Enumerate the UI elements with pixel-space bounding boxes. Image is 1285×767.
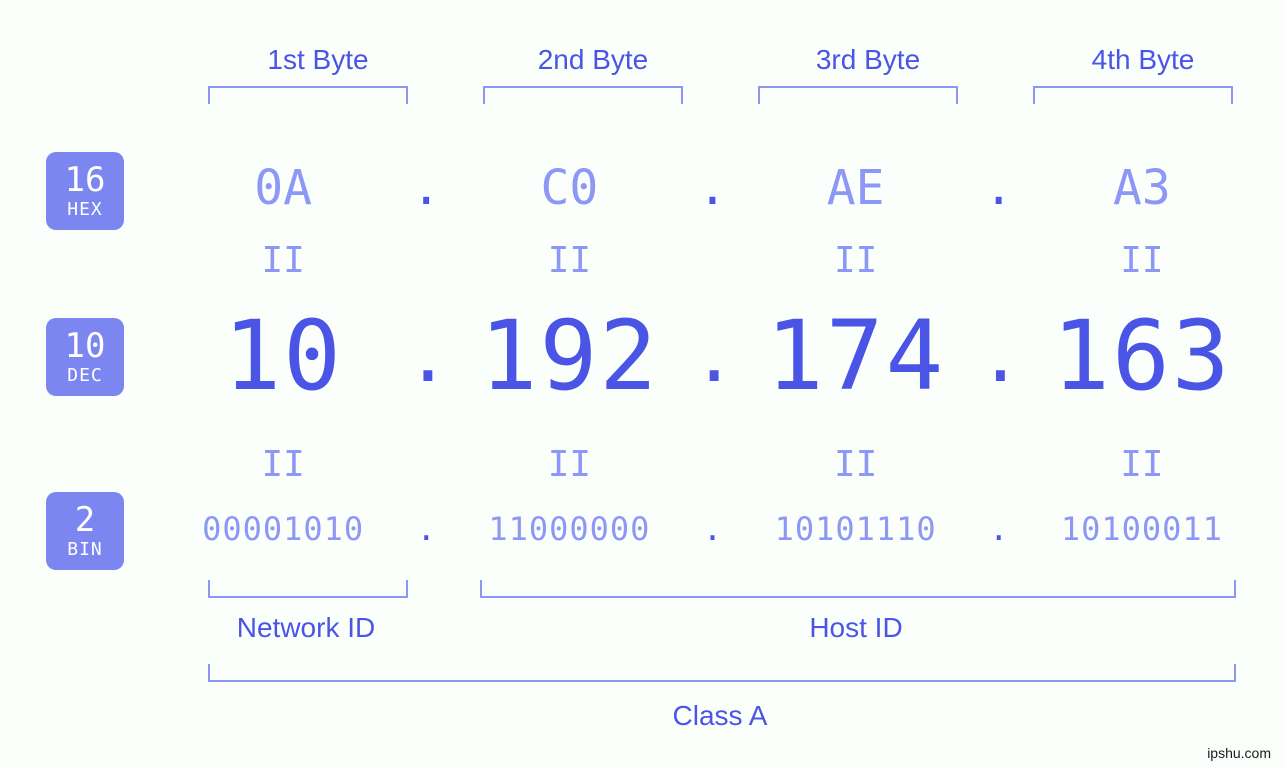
- dot-sep: .: [979, 510, 1019, 548]
- base-label: DEC: [67, 365, 103, 386]
- base-badge-bin: 2 BIN: [46, 492, 124, 570]
- equals-row-1: II II II II: [160, 240, 1265, 281]
- top-bracket-2: [483, 86, 683, 104]
- hex-byte-3: AE: [733, 160, 979, 216]
- base-badge-hex: 16 HEX: [46, 152, 124, 230]
- top-bracket-1: [208, 86, 408, 104]
- equals-glyph: II: [1019, 240, 1265, 281]
- bin-byte-4: 10100011: [1019, 510, 1265, 548]
- hex-row: 0A . C0 . AE . A3: [160, 160, 1265, 216]
- dot-sep: .: [406, 510, 446, 548]
- equals-glyph: II: [446, 240, 692, 281]
- base-num: 16: [65, 163, 106, 197]
- top-bracket-4: [1033, 86, 1233, 104]
- equals-glyph: II: [733, 240, 979, 281]
- byte-header-4: 4th Byte: [1033, 44, 1253, 76]
- host-id-bracket: [480, 580, 1236, 598]
- dot-sep: .: [979, 314, 1019, 398]
- network-id-bracket: [208, 580, 408, 598]
- equals-glyph: II: [1019, 444, 1265, 485]
- dec-byte-3: 174: [733, 300, 979, 412]
- byte-header-2: 2nd Byte: [483, 44, 703, 76]
- top-bracket-3: [758, 86, 958, 104]
- base-label: BIN: [67, 539, 103, 560]
- bin-byte-2: 11000000: [446, 510, 692, 548]
- hex-byte-1: 0A: [160, 160, 406, 216]
- dot-sep: .: [406, 160, 446, 216]
- base-badge-dec: 10 DEC: [46, 318, 124, 396]
- dec-row: 10 . 192 . 174 . 163: [160, 300, 1265, 412]
- base-label: HEX: [67, 199, 103, 220]
- dot-sep: .: [693, 160, 733, 216]
- bin-byte-1: 00001010: [160, 510, 406, 548]
- dot-sep: .: [979, 160, 1019, 216]
- hex-byte-4: A3: [1019, 160, 1265, 216]
- dec-byte-2: 192: [446, 300, 692, 412]
- bin-byte-3: 10101110: [733, 510, 979, 548]
- equals-glyph: II: [446, 444, 692, 485]
- dec-byte-4: 163: [1019, 300, 1265, 412]
- equals-glyph: II: [733, 444, 979, 485]
- base-num: 10: [65, 329, 106, 363]
- dot-sep: .: [693, 510, 733, 548]
- byte-header-1: 1st Byte: [208, 44, 428, 76]
- dot-sep: .: [406, 314, 446, 398]
- class-bracket: [208, 664, 1236, 682]
- network-id-label: Network ID: [208, 612, 404, 644]
- equals-glyph: II: [160, 444, 406, 485]
- dec-byte-1: 10: [160, 300, 406, 412]
- byte-header-3: 3rd Byte: [758, 44, 978, 76]
- equals-glyph: II: [160, 240, 406, 281]
- ip-bases-diagram: 1st Byte 2nd Byte 3rd Byte 4th Byte 16 H…: [0, 0, 1285, 767]
- hex-byte-2: C0: [446, 160, 692, 216]
- host-id-label: Host ID: [480, 612, 1232, 644]
- base-num: 2: [75, 503, 95, 537]
- equals-row-2: II II II II: [160, 444, 1265, 485]
- watermark: ipshu.com: [1207, 745, 1271, 761]
- class-label: Class A: [208, 700, 1232, 732]
- bin-row: 00001010 . 11000000 . 10101110 . 1010001…: [160, 510, 1265, 548]
- dot-sep: .: [693, 314, 733, 398]
